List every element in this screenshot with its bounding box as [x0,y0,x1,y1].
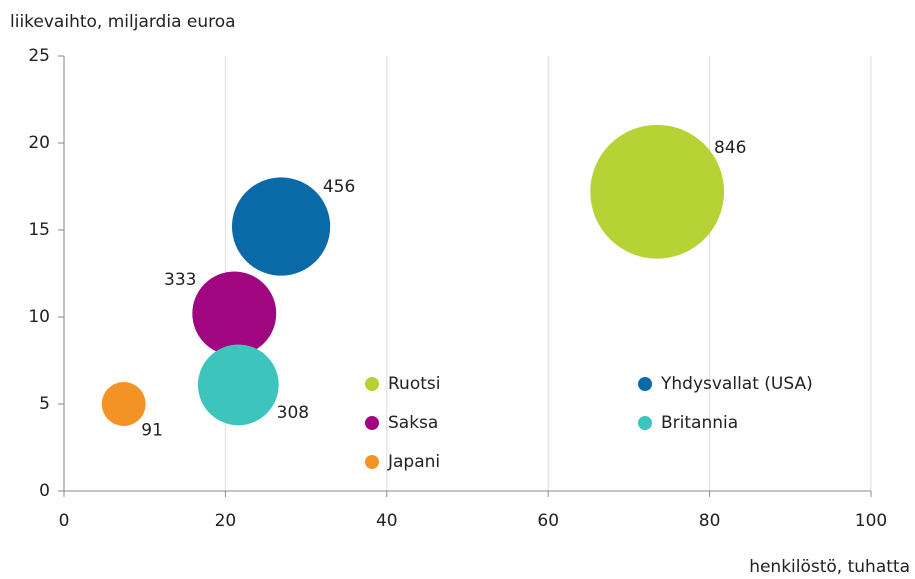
x-tick-label: 40 [376,511,398,531]
legend-label: Britannia [661,413,738,433]
data-label: 308 [277,403,309,423]
x-tick-label: 100 [855,511,887,531]
x-tick-label: 20 [215,511,237,531]
y-tick-label: 5 [39,394,50,414]
data-label: 91 [141,420,163,440]
legend-swatch [365,377,379,391]
y-axis-title: liikevaihto, miljardia euroa [10,12,236,32]
y-tick-label: 10 [28,307,50,327]
bubble [197,344,279,426]
data-label: 846 [714,138,746,158]
y-tick-label: 0 [39,481,50,501]
legend-label: Yhdysvallat (USA) [660,374,813,394]
bubble [192,271,277,356]
bubble [101,382,146,426]
legend-label: Japani [387,452,440,472]
bubble [590,124,725,259]
y-tick-label: 25 [28,46,50,66]
x-axis-title: henkilöstö, tuhatta [749,557,910,577]
legend-label: Ruotsi [388,374,440,394]
y-tick-label: 15 [28,220,50,240]
data-label: 456 [323,177,355,197]
x-tick-label: 0 [59,511,70,531]
legend-swatch [365,455,379,469]
data-label: 333 [164,270,196,290]
bubble [231,177,331,276]
y-tick-label: 20 [28,133,50,153]
legend-swatch [638,377,652,391]
x-tick-label: 80 [699,511,721,531]
legend-swatch [365,416,379,430]
legend-label: Saksa [388,413,438,433]
x-tick-label: 60 [537,511,559,531]
legend-swatch [638,416,652,430]
